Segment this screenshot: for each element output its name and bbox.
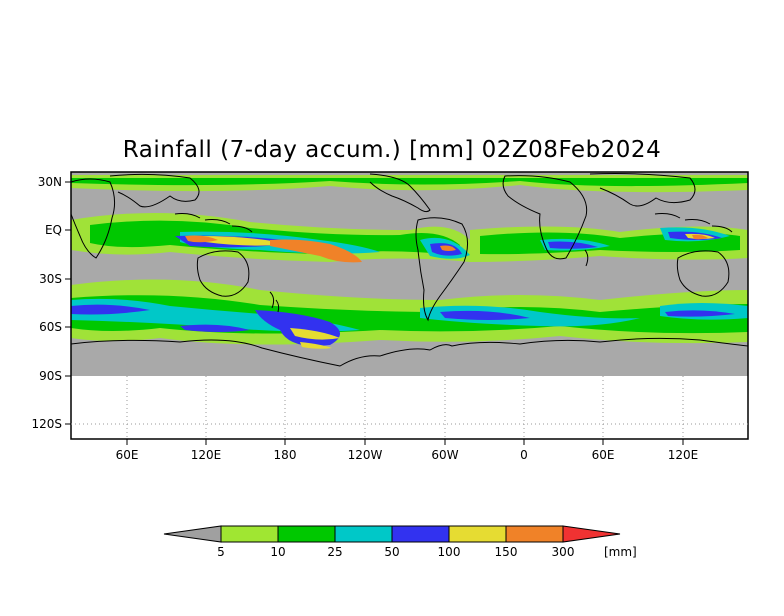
lon-label: 120W	[348, 448, 383, 462]
map-frame	[70, 171, 749, 440]
lon-label: 120E	[668, 448, 699, 462]
colorbar-swatch	[448, 525, 507, 543]
colorbar-swatch	[505, 525, 564, 543]
lon-label: 60E	[592, 448, 615, 462]
colorbar-swatch	[220, 525, 279, 543]
lon-label: 60W	[431, 448, 458, 462]
rain-150-300mm	[185, 234, 708, 263]
lon-label: 180	[274, 448, 297, 462]
lat-label: 60S	[39, 320, 62, 334]
coastlines	[71, 173, 748, 367]
colorbar-label: 300	[552, 545, 575, 559]
colorbar-swatch	[277, 525, 336, 543]
lat-label: 90S	[39, 369, 62, 383]
colorbar-unit: [mm]	[604, 545, 637, 559]
gridlines	[71, 376, 748, 439]
colorbar-label: 100	[438, 545, 461, 559]
rainfall-bands	[71, 175, 748, 349]
lat-label: EQ	[45, 223, 62, 237]
colorbar: 5 10 25 50 100 150 300 [mm]	[163, 525, 637, 559]
lat-label: 30S	[39, 272, 62, 286]
lon-label: 60E	[116, 448, 139, 462]
rainfall-data-area	[71, 172, 748, 376]
lon-axis: 60E 120E 180 120W 60W 0 60E 120E	[116, 439, 699, 462]
lon-label: 120E	[191, 448, 222, 462]
colorbar-label: 5	[217, 545, 225, 559]
colorbar-label: 150	[495, 545, 518, 559]
colorbar-label: 25	[327, 545, 342, 559]
colorbar-swatch	[391, 525, 450, 543]
lat-label: 120S	[31, 417, 62, 431]
lon-label: 0	[520, 448, 528, 462]
lat-label: 30N	[38, 175, 62, 189]
colorbar-label: 50	[384, 545, 399, 559]
map-title: Rainfall (7-day accum.) [mm] 02Z08Feb202…	[122, 137, 662, 163]
colorbar-swatch	[334, 525, 393, 543]
colorbar-swatch-above	[562, 525, 621, 543]
colorbar-swatch-below	[163, 525, 222, 543]
lat-axis: 30N EQ 30S 60S 90S 120S	[31, 175, 71, 431]
rain-100-150mm	[200, 233, 715, 349]
colorbar-label: 10	[270, 545, 285, 559]
